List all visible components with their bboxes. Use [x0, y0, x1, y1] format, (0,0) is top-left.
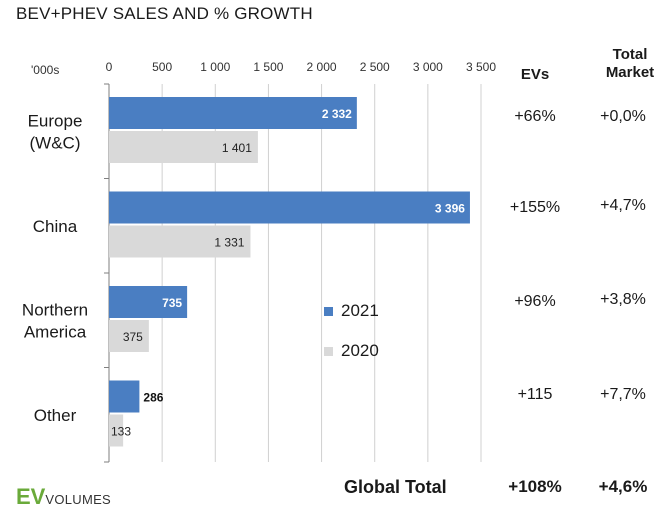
category-label: Other — [34, 406, 77, 425]
legend-2021: 2021 — [324, 301, 379, 321]
x-tick-label: 3 500 — [466, 60, 496, 74]
legend-2021-swatch — [324, 306, 333, 316]
bar-2020 — [109, 320, 149, 352]
x-tick-label: 1 000 — [200, 60, 230, 74]
bar-2021-label: 2 332 — [322, 107, 352, 121]
legend-2021-label: 2021 — [341, 301, 379, 320]
legend-2020-swatch — [324, 346, 333, 356]
legend-2020-label: 2020 — [341, 341, 379, 360]
bar-2020-label: 375 — [123, 330, 143, 344]
legend-2020: 2020 — [324, 341, 379, 361]
x-tick-label: 2 000 — [307, 60, 337, 74]
bar-2020-label: 1 331 — [214, 236, 244, 250]
total-growth-northern-america: +3,8% — [600, 291, 646, 308]
x-tick-label: 0 — [106, 60, 113, 74]
bar-2020 — [109, 131, 258, 163]
chart-title: BEV+PHEV SALES AND % GROWTH — [16, 4, 313, 23]
global-total-label: Global Total — [344, 477, 447, 497]
x-tick-label: 2 500 — [360, 60, 390, 74]
logo-mark: EV — [16, 484, 46, 509]
category-label: China — [33, 217, 78, 236]
x-tick-label: 1 500 — [253, 60, 283, 74]
bar-2021 — [109, 380, 140, 413]
evs-column-header: EVs — [520, 66, 550, 83]
category-label: Europe (W&C) — [28, 111, 83, 152]
bar-2021 — [109, 286, 188, 318]
total-growth-europe: +0,0% — [600, 108, 646, 125]
logo-text: VOLUMES — [45, 492, 112, 507]
ev-growth-europe: +66% — [514, 108, 556, 125]
bar-2020-label: 133 — [111, 425, 131, 439]
global-total-market: +4,6% — [598, 477, 648, 496]
ev-growth-china: +155% — [509, 199, 561, 216]
x-tick-label: 500 — [152, 60, 172, 74]
bar-2021 — [109, 97, 357, 129]
unit-label: '000s — [31, 63, 59, 77]
global-total-ev: +108% — [508, 477, 562, 496]
ev-volumes-logo: EVVOLUMES — [16, 484, 111, 510]
total-market-column-header: Total Market — [605, 46, 655, 81]
bar-2020-label: 1 401 — [222, 141, 252, 155]
bar-2021-label: 735 — [162, 296, 182, 310]
bar-2021-label: 286 — [143, 391, 163, 405]
bar-2020 — [109, 225, 251, 258]
total-growth-other: +7,7% — [600, 386, 646, 403]
x-tick-label: 3 000 — [413, 60, 443, 74]
category-label: Northern America — [22, 300, 88, 341]
total-growth-china: +4,7% — [600, 197, 646, 214]
bar-2021 — [109, 191, 470, 224]
ev-growth-northern-america: +96% — [514, 293, 556, 310]
ev-growth-other: +115 — [517, 386, 553, 403]
bar-2020 — [109, 414, 124, 447]
bar-2021-label: 3 396 — [435, 202, 465, 216]
